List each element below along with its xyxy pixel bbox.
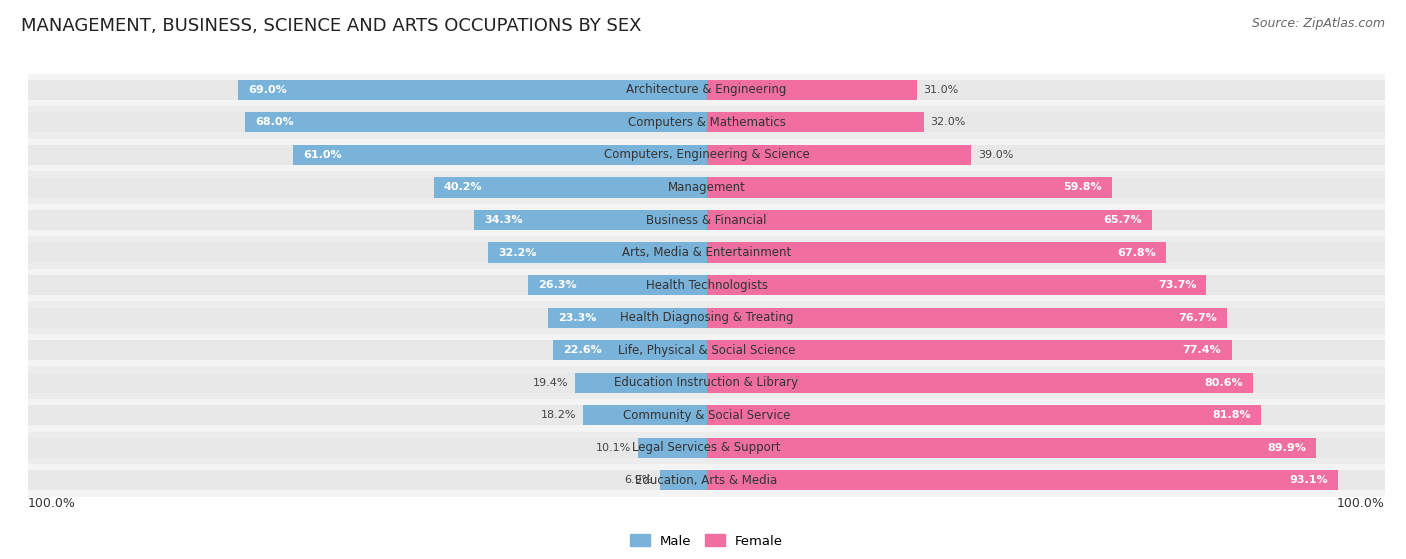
Text: 31.0%: 31.0% — [924, 85, 959, 95]
Bar — [28, 340, 1385, 360]
Bar — [707, 210, 1153, 230]
Bar — [28, 243, 1385, 263]
Bar — [548, 307, 707, 328]
Text: 93.1%: 93.1% — [1289, 475, 1327, 485]
Bar — [239, 80, 707, 100]
Text: 80.6%: 80.6% — [1205, 378, 1243, 388]
Bar — [28, 145, 1385, 165]
Bar — [28, 399, 1385, 432]
Bar — [28, 139, 1385, 171]
Bar — [707, 405, 1261, 425]
Text: 77.4%: 77.4% — [1182, 345, 1222, 355]
Legend: Male, Female: Male, Female — [624, 529, 789, 553]
Bar — [292, 145, 707, 165]
Bar — [707, 470, 1339, 490]
Bar — [28, 269, 1385, 301]
Text: Legal Services & Support: Legal Services & Support — [633, 441, 780, 454]
Bar — [28, 307, 1385, 328]
Bar — [707, 340, 1232, 360]
Bar — [659, 470, 707, 490]
Text: 73.7%: 73.7% — [1157, 280, 1197, 290]
Bar — [707, 177, 1112, 197]
Text: Education Instruction & Library: Education Instruction & Library — [614, 376, 799, 389]
Bar — [28, 301, 1385, 334]
Text: 22.6%: 22.6% — [564, 345, 602, 355]
Text: 68.0%: 68.0% — [256, 117, 294, 127]
Bar — [245, 112, 707, 132]
Text: Health Technologists: Health Technologists — [645, 278, 768, 292]
Bar — [28, 112, 1385, 132]
Bar — [28, 74, 1385, 106]
Bar — [28, 106, 1385, 139]
Text: 59.8%: 59.8% — [1063, 182, 1102, 192]
Bar — [28, 210, 1385, 230]
Bar — [28, 203, 1385, 236]
Text: 76.7%: 76.7% — [1178, 312, 1216, 323]
Text: Source: ZipAtlas.com: Source: ZipAtlas.com — [1251, 17, 1385, 30]
Text: Computers & Mathematics: Computers & Mathematics — [627, 116, 786, 129]
Text: 100.0%: 100.0% — [1337, 496, 1385, 510]
Bar — [707, 373, 1253, 393]
Text: Business & Financial: Business & Financial — [647, 214, 766, 226]
Bar — [638, 438, 707, 458]
Bar — [707, 145, 972, 165]
Text: 69.0%: 69.0% — [249, 85, 287, 95]
Text: 32.2%: 32.2% — [498, 248, 537, 258]
Bar — [28, 464, 1385, 496]
Bar — [529, 275, 707, 295]
Text: Management: Management — [668, 181, 745, 194]
Bar — [488, 243, 707, 263]
Bar — [474, 210, 707, 230]
Bar — [28, 367, 1385, 399]
Bar — [28, 177, 1385, 197]
Text: Health Diagnosing & Treating: Health Diagnosing & Treating — [620, 311, 793, 324]
Bar — [707, 112, 924, 132]
Bar — [434, 177, 707, 197]
Text: 67.8%: 67.8% — [1118, 248, 1156, 258]
Text: 10.1%: 10.1% — [596, 443, 631, 453]
Bar — [583, 405, 707, 425]
Text: 65.7%: 65.7% — [1104, 215, 1142, 225]
Bar — [28, 432, 1385, 464]
Bar — [28, 236, 1385, 269]
Bar — [28, 275, 1385, 295]
Text: 40.2%: 40.2% — [444, 182, 482, 192]
Bar — [28, 373, 1385, 393]
Text: 32.0%: 32.0% — [931, 117, 966, 127]
Text: 26.3%: 26.3% — [538, 280, 576, 290]
Text: 18.2%: 18.2% — [541, 410, 576, 420]
Text: Life, Physical & Social Science: Life, Physical & Social Science — [617, 344, 796, 357]
Text: 34.3%: 34.3% — [484, 215, 523, 225]
Bar — [575, 373, 707, 393]
Bar — [707, 307, 1227, 328]
Text: Arts, Media & Entertainment: Arts, Media & Entertainment — [621, 246, 792, 259]
Text: 89.9%: 89.9% — [1267, 443, 1306, 453]
Text: MANAGEMENT, BUSINESS, SCIENCE AND ARTS OCCUPATIONS BY SEX: MANAGEMENT, BUSINESS, SCIENCE AND ARTS O… — [21, 17, 641, 35]
Text: 39.0%: 39.0% — [979, 150, 1014, 160]
Bar — [707, 275, 1206, 295]
Bar — [28, 80, 1385, 100]
Bar — [553, 340, 707, 360]
Text: 19.4%: 19.4% — [533, 378, 568, 388]
Text: Computers, Engineering & Science: Computers, Engineering & Science — [603, 149, 810, 162]
Bar — [707, 438, 1316, 458]
Text: 23.3%: 23.3% — [558, 312, 598, 323]
Bar — [28, 171, 1385, 203]
Bar — [28, 438, 1385, 458]
Bar — [707, 243, 1167, 263]
Bar — [28, 405, 1385, 425]
Text: Education, Arts & Media: Education, Arts & Media — [636, 474, 778, 487]
Text: 61.0%: 61.0% — [302, 150, 342, 160]
Bar — [28, 334, 1385, 367]
Bar — [28, 470, 1385, 490]
Text: 6.9%: 6.9% — [624, 475, 652, 485]
Text: 81.8%: 81.8% — [1212, 410, 1251, 420]
Text: Architecture & Engineering: Architecture & Engineering — [626, 83, 787, 96]
Bar — [707, 80, 917, 100]
Text: 100.0%: 100.0% — [28, 496, 76, 510]
Text: Community & Social Service: Community & Social Service — [623, 409, 790, 421]
